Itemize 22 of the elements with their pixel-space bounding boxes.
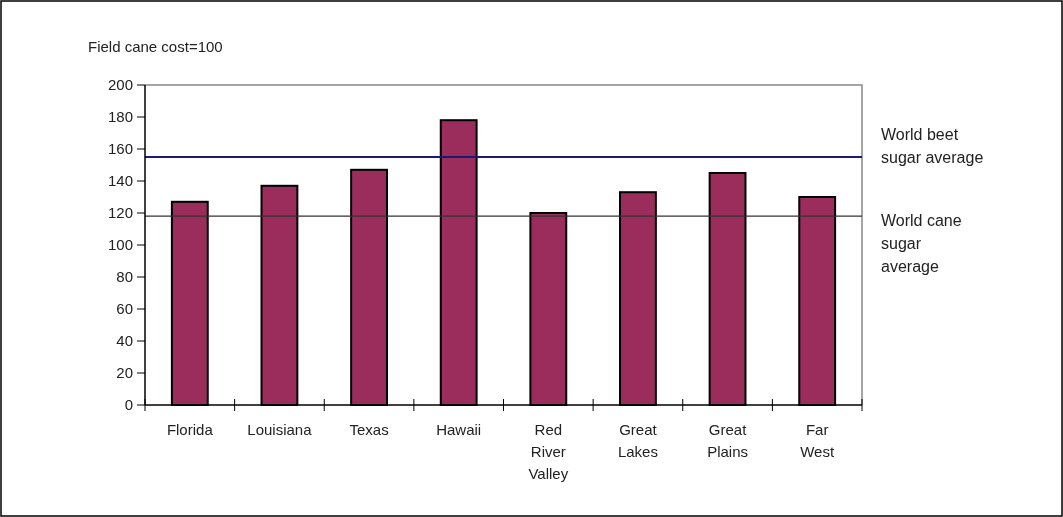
- x-tick-label: Louisiana: [247, 421, 313, 438]
- y-tick-label: 100: [107, 236, 133, 254]
- y-tick-label: 200: [107, 76, 133, 94]
- y-tick-label: 0: [124, 396, 133, 414]
- y-tick-label: 160: [107, 140, 133, 158]
- x-tick-label: Great Plains: [707, 421, 748, 460]
- x-tick-label: Texas: [349, 421, 389, 438]
- chart-title: Field cane cost=100: [88, 38, 223, 55]
- y-tick-label: 40: [116, 332, 133, 350]
- y-tick-label: 180: [107, 108, 133, 126]
- x-tick-label: Great Lakes: [617, 421, 658, 460]
- ref-line-label: World beet sugar average: [881, 126, 984, 166]
- y-tick-label: 80: [116, 268, 133, 286]
- x-tick-label: Florida: [166, 421, 214, 438]
- y-tick-label: 140: [107, 172, 133, 190]
- ref-line-label: World cane sugar average: [881, 212, 962, 275]
- x-tick-label: Hawaii: [436, 421, 482, 438]
- y-tick-label: 20: [116, 364, 133, 382]
- y-tick-label: 60: [116, 300, 133, 318]
- x-tick-label: Far West: [800, 421, 835, 460]
- y-tick-label: 120: [107, 204, 133, 222]
- x-tick-label: Red River Valley: [528, 421, 569, 482]
